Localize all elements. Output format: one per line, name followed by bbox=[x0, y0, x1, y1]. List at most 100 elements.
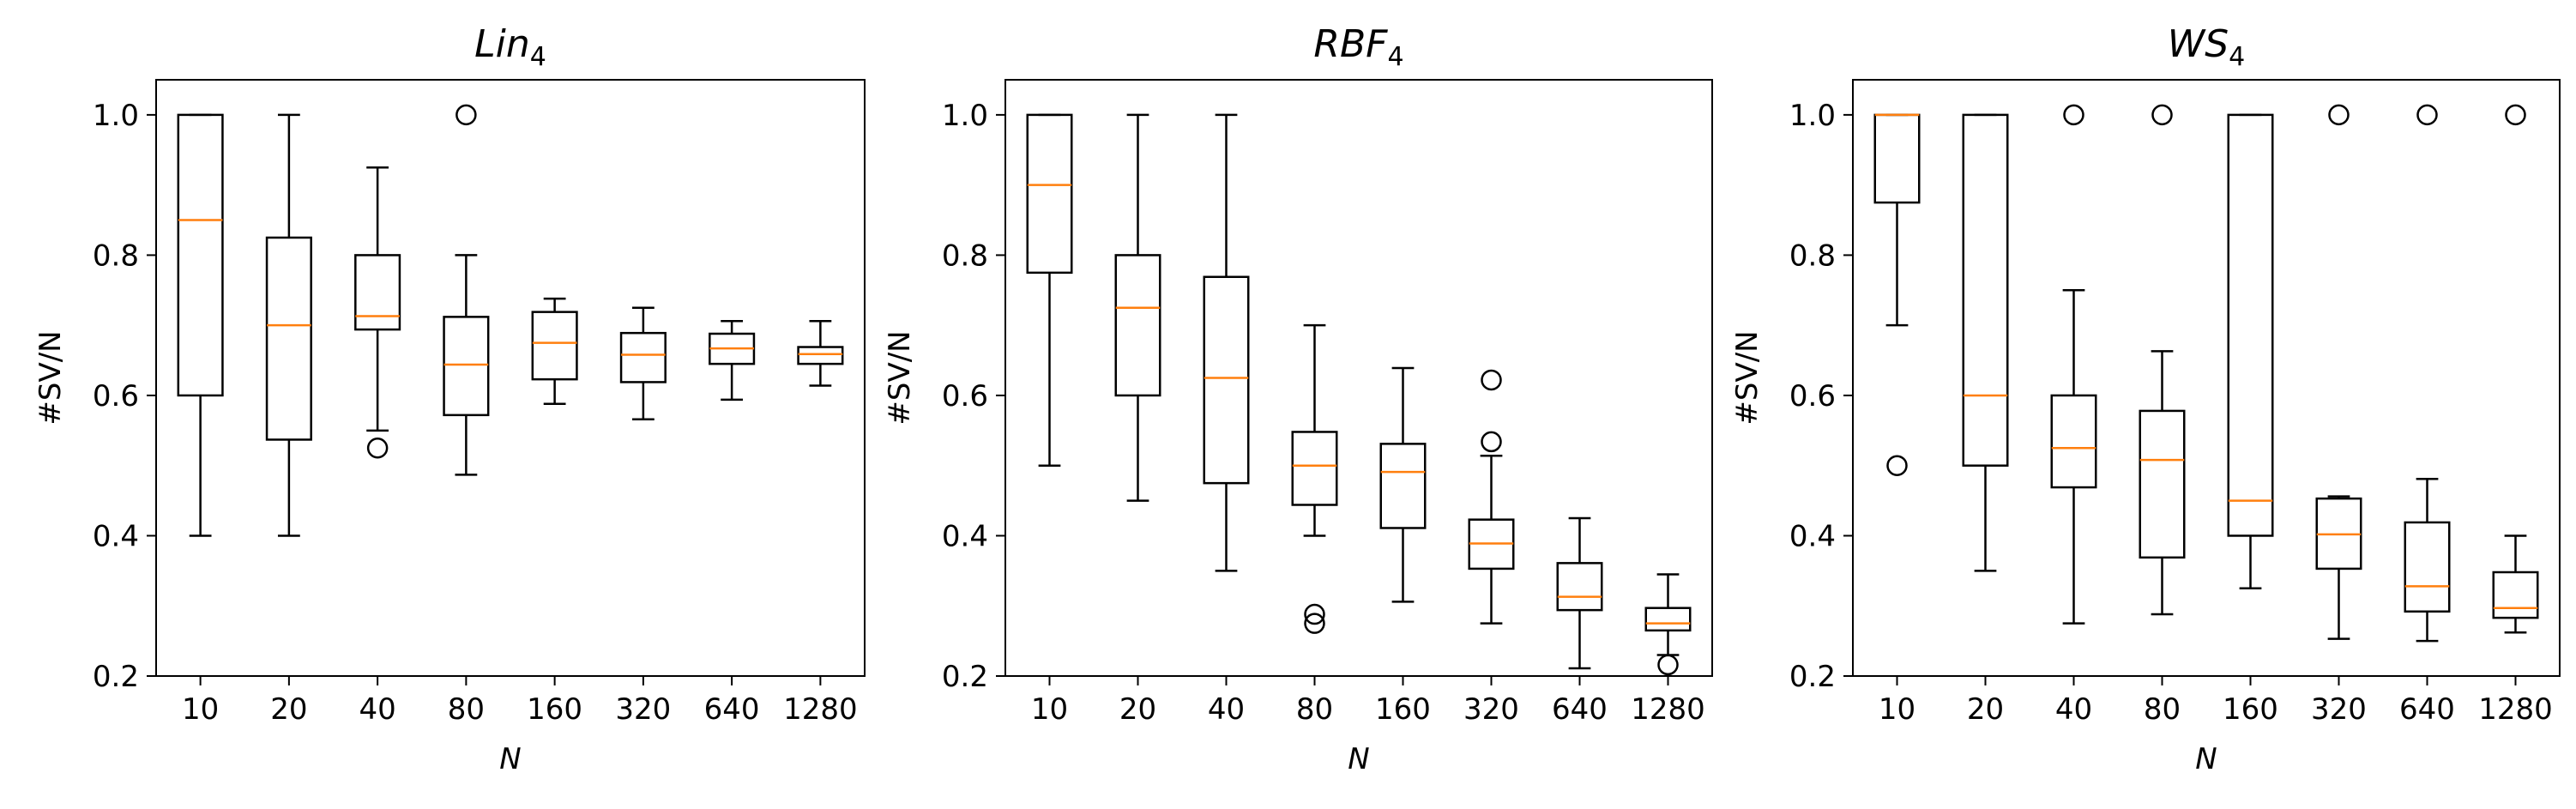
box-iqr bbox=[1644, 607, 1692, 632]
box-320 bbox=[2315, 104, 2362, 640]
box-iqr bbox=[2139, 409, 2186, 559]
outlier-point bbox=[1481, 369, 1502, 391]
outlier-point bbox=[455, 104, 477, 126]
box-iqr bbox=[1379, 443, 1427, 529]
axes-frame bbox=[1004, 79, 1713, 677]
y-tick-label: 0.6 bbox=[942, 379, 988, 414]
box-160 bbox=[1379, 366, 1427, 603]
x-tick-label: 80 bbox=[2144, 692, 2181, 727]
box-iqr bbox=[354, 254, 401, 331]
box-iqr bbox=[265, 236, 312, 441]
outlier-point bbox=[1481, 431, 1502, 453]
box-320 bbox=[619, 306, 667, 420]
x-tick-label: 1280 bbox=[783, 692, 858, 727]
y-tick-label: 0.8 bbox=[93, 238, 139, 273]
box-20 bbox=[265, 113, 312, 537]
x-axis-label: N bbox=[1348, 742, 1369, 776]
outlier-point bbox=[2063, 104, 2084, 126]
box-iqr bbox=[2227, 113, 2274, 537]
chart-title-main: RBF bbox=[1313, 22, 1388, 66]
box-1280 bbox=[1644, 573, 1692, 676]
x-tick-label: 10 bbox=[1879, 692, 1915, 727]
box-40 bbox=[2050, 104, 2097, 625]
y-tick-label: 0.4 bbox=[942, 519, 988, 553]
chart-panel-2: RBF4 0.2 0.4 0.6 0.8 1.0 #SV/N 10 20 40 80 160 320 64… bbox=[883, 22, 1713, 776]
box-20 bbox=[1962, 113, 2009, 572]
box-160 bbox=[2227, 113, 2274, 590]
y-tick-label: 0.8 bbox=[942, 238, 988, 273]
box-320 bbox=[1468, 369, 1515, 625]
x-tick-label: 20 bbox=[1967, 692, 2004, 727]
x-tick-label: 1280 bbox=[1631, 692, 1705, 727]
x-tick-label: 640 bbox=[1552, 692, 1608, 727]
chart-title-main: WS bbox=[2168, 22, 2229, 66]
outlier-point bbox=[2328, 104, 2350, 126]
x-tick-label: 20 bbox=[1119, 692, 1156, 727]
box-iqr bbox=[2050, 394, 2097, 489]
box-160 bbox=[531, 297, 578, 406]
x-tick-label: 640 bbox=[704, 692, 760, 727]
x-tick-label: 160 bbox=[1375, 692, 1431, 727]
box-iqr bbox=[443, 316, 490, 417]
box-iqr bbox=[177, 113, 224, 397]
outlier-point bbox=[2151, 104, 2173, 126]
box-20 bbox=[1114, 113, 1161, 502]
x-tick-label: 40 bbox=[1208, 692, 1245, 727]
box-iqr bbox=[797, 346, 844, 365]
outlier-point bbox=[1304, 603, 1325, 625]
chart-panel-1: Lin4 0.2 0.4 0.6 0.8 1.0 #SV/N 10 20 40 80 160 320 64… bbox=[33, 22, 866, 776]
box-iqr bbox=[1114, 254, 1161, 397]
y-tick-label: 1.0 bbox=[1789, 99, 1836, 133]
box-iqr bbox=[1962, 113, 2009, 467]
box-iqr bbox=[1291, 431, 1338, 506]
x-tick-label: 320 bbox=[615, 692, 671, 727]
chart-title-subscript: 4 bbox=[2229, 42, 2245, 72]
box-iqr bbox=[1203, 275, 1250, 485]
outlier-point bbox=[2505, 104, 2526, 126]
x-tick-label: 640 bbox=[2399, 692, 2455, 727]
x-tick-label: 40 bbox=[2055, 692, 2092, 727]
y-tick-label: 1.0 bbox=[93, 99, 139, 133]
x-tick-label: 80 bbox=[448, 692, 485, 727]
box-640 bbox=[2404, 104, 2451, 643]
y-axis-label: #SV/N bbox=[1730, 330, 1765, 425]
panels: Lin4 0.2 0.4 0.6 0.8 1.0 #SV/N 10 20 40 80 160 320 64… bbox=[33, 22, 2561, 776]
outlier-point bbox=[2416, 104, 2438, 126]
box-iqr bbox=[1556, 562, 1603, 612]
outlier-point bbox=[1304, 613, 1325, 634]
x-tick-label: 80 bbox=[1296, 692, 1333, 727]
x-axis-label: N bbox=[2195, 742, 2217, 776]
x-tick-label: 1280 bbox=[2478, 692, 2553, 727]
outlier-point bbox=[366, 438, 389, 459]
box-80 bbox=[443, 104, 490, 476]
chart-title: WS4 bbox=[2168, 22, 2246, 72]
x-tick-label: 40 bbox=[359, 692, 395, 727]
box-40 bbox=[354, 166, 401, 459]
chart-title-subscript: 4 bbox=[1387, 42, 1403, 72]
x-tick-label: 160 bbox=[2223, 692, 2278, 727]
chart-title: Lin4 bbox=[474, 22, 546, 72]
outlier-point bbox=[1657, 654, 1679, 676]
chart-title-subscript: 4 bbox=[530, 42, 546, 72]
chart-title: RBF4 bbox=[1313, 22, 1403, 72]
y-axis-label: #SV/N bbox=[33, 330, 68, 425]
box-iqr bbox=[619, 331, 667, 383]
x-tick-label: 10 bbox=[182, 692, 219, 727]
y-tick-label: 1.0 bbox=[942, 99, 988, 133]
y-tick-label: 0.4 bbox=[93, 519, 139, 553]
outlier-point bbox=[1886, 455, 1908, 476]
x-tick-label: 10 bbox=[1031, 692, 1068, 727]
box-40 bbox=[1203, 113, 1250, 572]
x-tick-label: 320 bbox=[2311, 692, 2367, 727]
box-iqr bbox=[531, 311, 578, 381]
box-1280 bbox=[2492, 104, 2539, 634]
y-tick-label: 0.6 bbox=[1789, 379, 1836, 414]
box-80 bbox=[1291, 323, 1338, 634]
x-tick-label: 160 bbox=[527, 692, 582, 727]
box-iqr bbox=[2492, 571, 2539, 619]
y-tick-label: 0.2 bbox=[93, 660, 139, 694]
y-axis-label: #SV/N bbox=[883, 330, 917, 425]
axes-frame bbox=[155, 79, 866, 677]
chart-panel-3: WS4 0.2 0.4 0.6 0.8 1.0 #SV/N 10 20 40 80 160 320 640… bbox=[1730, 22, 2561, 776]
box-640 bbox=[1556, 516, 1603, 670]
